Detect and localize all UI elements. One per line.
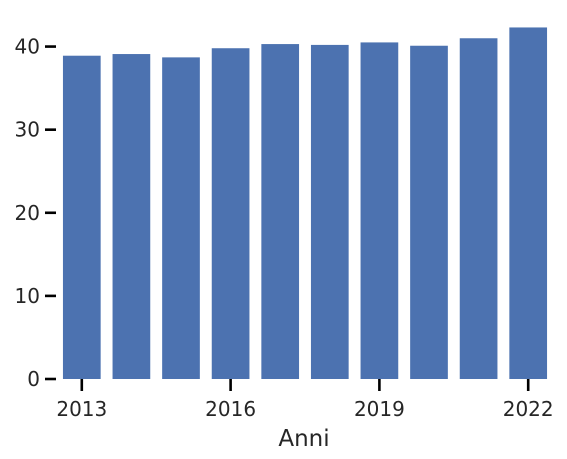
bar-2015 — [162, 57, 200, 380]
bar-2014 — [112, 54, 151, 380]
y-tick-label-10: 10 — [15, 284, 40, 308]
x-tick-label-2013: 2013 — [56, 397, 107, 421]
y-axis: 0 10 20 30 40 — [15, 35, 56, 391]
y-tick-label-20: 20 — [15, 201, 40, 225]
x-tick-label-2019: 2019 — [354, 397, 405, 421]
bar-2013 — [62, 55, 101, 380]
bar-2017 — [261, 44, 300, 379]
x-tick-label-2016: 2016 — [205, 397, 256, 421]
x-axis-label: Anni — [278, 426, 329, 452]
x-axis: 2013 2016 2019 2022 — [56, 379, 554, 421]
bar-2019 — [360, 42, 399, 379]
y-tick-label-0: 0 — [27, 367, 40, 391]
bar-2018 — [310, 44, 349, 379]
bar-2020 — [410, 45, 448, 380]
bars-group — [62, 27, 548, 380]
bar-2016 — [211, 48, 250, 379]
x-tick-label-2022: 2022 — [503, 397, 554, 421]
bar-2021 — [459, 38, 498, 379]
y-tick-label-40: 40 — [15, 35, 40, 59]
y-tick-label-30: 30 — [15, 118, 40, 142]
bar-2022 — [509, 27, 548, 379]
